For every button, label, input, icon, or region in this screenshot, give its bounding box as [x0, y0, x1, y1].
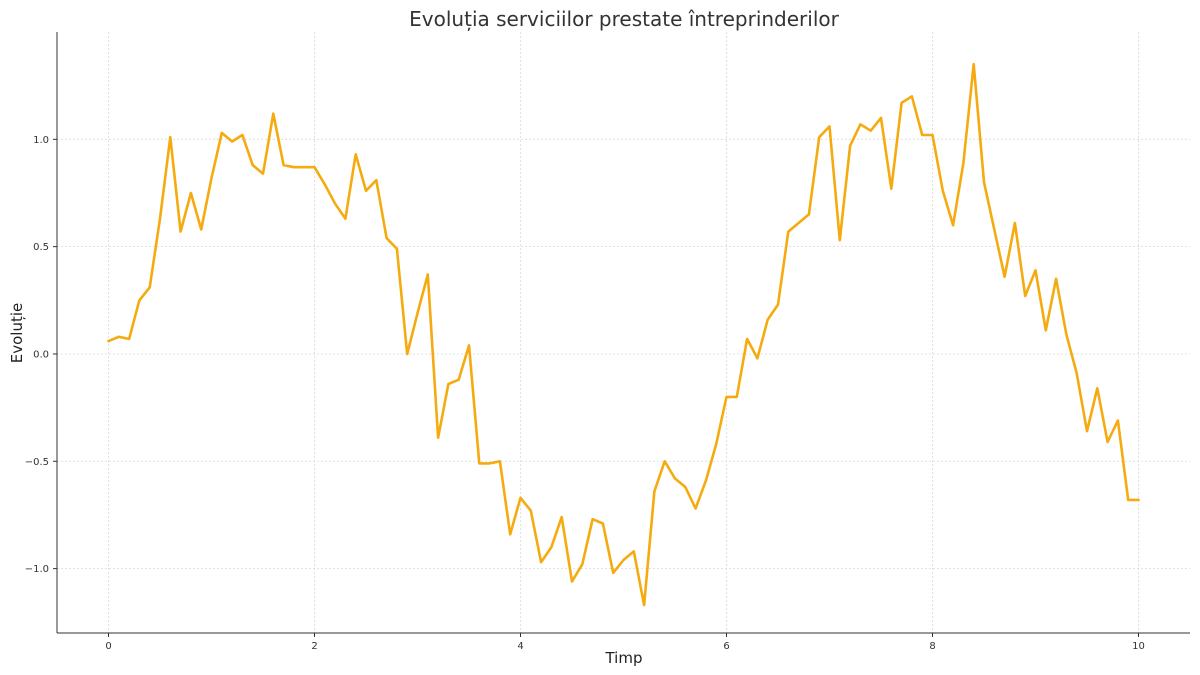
tick-labels: 0 2 4 6 8 10 −1.0 −0.5 0.0 0.5 1.0 — [25, 135, 1145, 652]
chart-title: Evoluția serviciilor prestate întreprind… — [409, 7, 839, 31]
x-tick-label: 6 — [723, 641, 729, 652]
x-tick-label: 10 — [1132, 641, 1145, 652]
grid — [57, 32, 1190, 633]
y-tick-label: 0.0 — [33, 349, 49, 360]
y-tick-label: −0.5 — [25, 457, 49, 468]
series-layer — [107, 62, 1140, 607]
y-axis-label: Evoluție — [8, 303, 26, 363]
x-tick-label: 0 — [105, 641, 111, 652]
y-tick-label: −1.0 — [25, 564, 49, 575]
x-tick-label: 2 — [311, 641, 317, 652]
axes — [56, 32, 1190, 634]
y-tick-label: 0.5 — [33, 242, 49, 253]
series-line — [107, 62, 1140, 607]
y-tick-label: 1.0 — [33, 135, 49, 146]
x-axis-label: Timp — [604, 649, 642, 667]
x-tick-label: 4 — [517, 641, 523, 652]
x-tick-label: 8 — [929, 641, 935, 652]
